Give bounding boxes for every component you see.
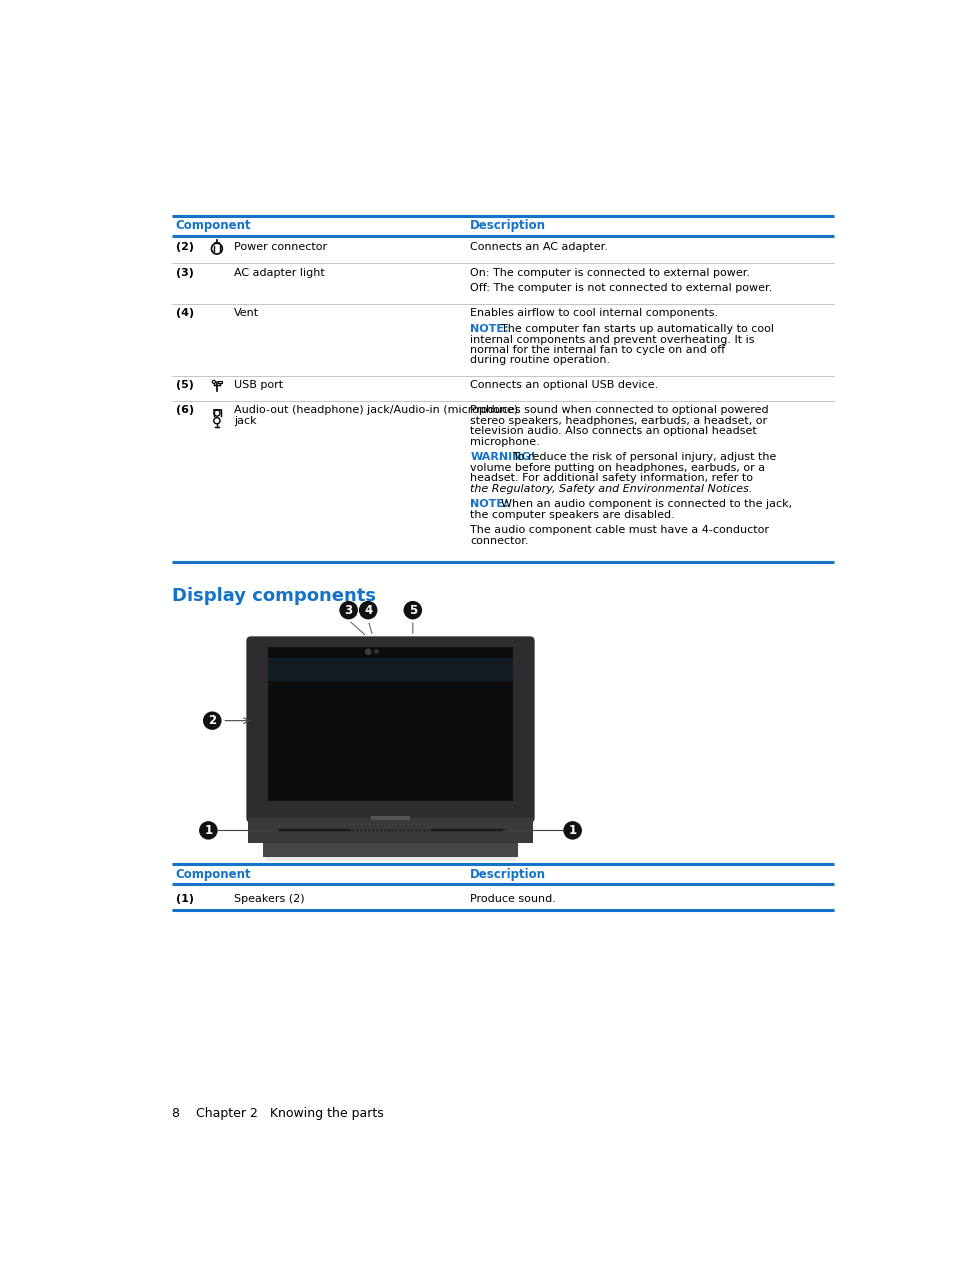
Circle shape (403, 601, 421, 620)
Text: stereo speakers, headphones, earbuds, a headset, or: stereo speakers, headphones, earbuds, a … (470, 415, 766, 425)
Text: internal components and prevent overheating. It is: internal components and prevent overheat… (470, 334, 754, 344)
Circle shape (365, 649, 371, 654)
Text: during routine operation.: during routine operation. (470, 356, 610, 366)
Text: 2: 2 (208, 714, 216, 728)
Bar (218, 381, 221, 384)
Text: Speakers (2): Speakers (2) (233, 894, 304, 904)
Text: The audio component cable must have a 4-conductor: The audio component cable must have a 4-… (470, 526, 768, 536)
Text: Connects an AC adapter.: Connects an AC adapter. (470, 243, 608, 253)
Text: Produces sound when connected to optional powered: Produces sound when connected to optiona… (470, 405, 768, 415)
Text: 4: 4 (364, 603, 372, 617)
Text: When an audio component is connected to the jack,: When an audio component is connected to … (493, 499, 791, 509)
Text: jack: jack (233, 415, 256, 425)
Text: microphone.: microphone. (470, 437, 539, 447)
Circle shape (562, 822, 581, 839)
Bar (268, 648, 513, 801)
Text: Enables airflow to cool internal components.: Enables airflow to cool internal compone… (470, 309, 718, 319)
Bar (268, 658, 513, 681)
Text: On: The computer is connected to external power.: On: The computer is connected to externa… (470, 268, 750, 278)
Text: USB port: USB port (233, 380, 283, 390)
Bar (248, 818, 533, 843)
Text: normal for the internal fan to cycle on and off: normal for the internal fan to cycle on … (470, 345, 724, 354)
Text: To reduce the risk of personal injury, adjust the: To reduce the risk of personal injury, a… (505, 452, 776, 462)
Text: Component: Component (175, 869, 252, 881)
Text: the Regulatory, Safety and Environmental Notices.: the Regulatory, Safety and Environmental… (470, 484, 752, 494)
Text: (5): (5) (175, 380, 193, 390)
Text: Produce sound.: Produce sound. (470, 894, 556, 904)
Text: the computer speakers are disabled.: the computer speakers are disabled. (470, 509, 675, 519)
Text: AC adapter light: AC adapter light (233, 268, 324, 278)
Text: WARNING!: WARNING! (470, 452, 536, 462)
Text: (4): (4) (175, 309, 193, 319)
Text: Description: Description (470, 220, 546, 232)
Text: Power connector: Power connector (233, 243, 327, 253)
Text: NOTE:: NOTE: (470, 499, 508, 509)
Text: Off: The computer is not connected to external power.: Off: The computer is not connected to ex… (470, 283, 772, 293)
Text: (3): (3) (175, 268, 193, 278)
Text: television audio. Also connects an optional headset: television audio. Also connects an optio… (470, 427, 757, 436)
Bar (371, 815, 410, 820)
FancyBboxPatch shape (246, 636, 534, 823)
Text: Description: Description (470, 869, 546, 881)
Text: 8    Chapter 2   Knowing the parts: 8 Chapter 2 Knowing the parts (172, 1107, 383, 1120)
Text: volume before putting on headphones, earbuds, or a: volume before putting on headphones, ear… (470, 462, 764, 472)
Text: Component: Component (175, 220, 252, 232)
FancyBboxPatch shape (265, 855, 516, 861)
Circle shape (358, 601, 377, 620)
Text: Display components: Display components (172, 587, 375, 605)
Text: (1): (1) (175, 894, 193, 904)
Text: connector.: connector. (470, 536, 528, 546)
Text: NOTE:: NOTE: (470, 324, 508, 334)
Text: Vent: Vent (233, 309, 259, 319)
Circle shape (199, 822, 217, 839)
Text: 5: 5 (408, 603, 416, 617)
Text: headset. For additional safety information, refer to: headset. For additional safety informati… (470, 474, 753, 483)
Bar (262, 843, 517, 856)
Circle shape (375, 650, 378, 654)
Text: The computer fan starts up automatically to cool: The computer fan starts up automatically… (493, 324, 773, 334)
Circle shape (203, 711, 221, 730)
Text: 1: 1 (568, 824, 576, 837)
Text: Connects an optional USB device.: Connects an optional USB device. (470, 380, 658, 390)
Circle shape (339, 601, 357, 620)
Text: (6): (6) (175, 405, 193, 415)
Text: Audio-out (headphone) jack/Audio-in (microphone): Audio-out (headphone) jack/Audio-in (mic… (233, 405, 517, 415)
Text: (2): (2) (175, 243, 193, 253)
Text: 3: 3 (344, 603, 353, 617)
Text: 1: 1 (204, 824, 213, 837)
